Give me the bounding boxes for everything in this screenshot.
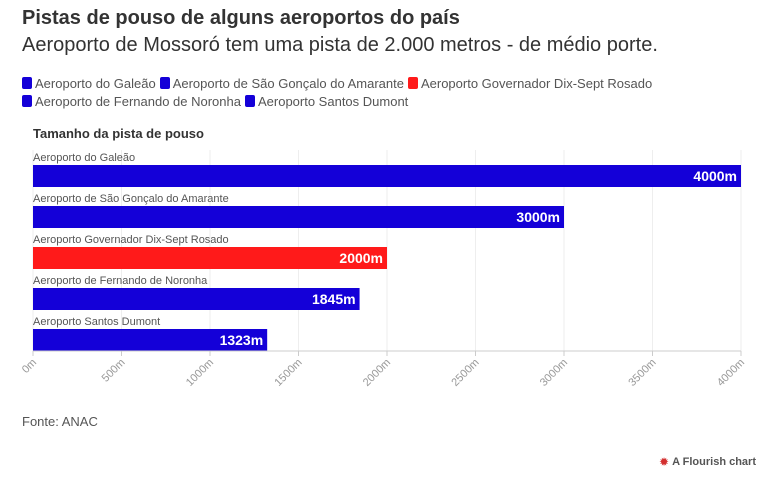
- chart-axis-title: Tamanho da pista de pouso: [33, 126, 204, 141]
- x-tick-label: 500m: [100, 357, 128, 385]
- bar: [33, 165, 741, 187]
- bar-category-label: Aeroporto do Galeão: [33, 152, 135, 164]
- flourish-credit[interactable]: ✹ A Flourish chart: [659, 455, 756, 469]
- bar: [33, 329, 268, 351]
- bar-value-label: 3000m: [516, 209, 560, 225]
- credit-label: A Flourish chart: [672, 456, 756, 468]
- bar-value-label: 4000m: [693, 168, 737, 184]
- bar-category-label: Aeroporto Governador Dix-Sept Rosado: [33, 234, 229, 246]
- legend-item-dix-sept-rosado[interactable]: Aeroporto Governador Dix-Sept Rosado: [407, 75, 653, 91]
- x-tick-label: 0m: [20, 357, 39, 376]
- bar-value-label: 1845m: [312, 291, 356, 307]
- x-tick-label: 3500m: [626, 357, 658, 389]
- legend-item-fernando-de-noronha[interactable]: Aeroporto de Fernando de Noronha: [22, 94, 241, 109]
- chart-subtitle: Aeroporto de Mossoró tem uma pista de 2.…: [22, 34, 658, 56]
- legend-swatch: [244, 95, 255, 107]
- legend-item-santos-dumont[interactable]: Aeroporto Santos Dumont: [244, 93, 409, 109]
- legend-label: Aeroporto Governador Dix-Sept Rosado: [420, 75, 653, 91]
- legend-swatch: [159, 77, 170, 89]
- bar: [33, 206, 564, 228]
- legend-swatch: [22, 95, 32, 107]
- source-note: Fonte: ANAC: [22, 414, 98, 429]
- legend-label: Aeroporto de São Gonçalo do Amarante: [172, 75, 404, 91]
- x-tick-label: 3000m: [538, 357, 570, 389]
- x-tick-label: 2500m: [449, 357, 481, 389]
- x-tick-label: 1000m: [184, 357, 216, 389]
- x-tick-label: 4000m: [715, 357, 747, 389]
- bar-value-label: 1323m: [220, 332, 264, 348]
- bar: [33, 288, 360, 310]
- bar-category-label: Aeroporto de São Gonçalo do Amarante: [33, 193, 229, 205]
- legend: Aeroporto do Galeão Aeroporto de São Gon…: [22, 74, 722, 110]
- x-tick-label: 2000m: [361, 357, 393, 389]
- flourish-logo-icon: ✹: [659, 455, 670, 469]
- bar-value-label: 2000m: [339, 250, 383, 266]
- legend-label: Aeroporto do Galeão: [35, 75, 156, 91]
- legend-row-1: Aeroporto do Galeão Aeroporto de São Gon…: [22, 74, 722, 92]
- bar-category-label: Aeroporto de Fernando de Noronha: [33, 275, 208, 287]
- x-tick-label: 1500m: [272, 357, 304, 389]
- legend-item-sao-goncalo[interactable]: Aeroporto de São Gonçalo do Amarante: [159, 75, 404, 91]
- bar-category-label: Aeroporto Santos Dumont: [33, 316, 160, 328]
- legend-swatch: [407, 77, 418, 89]
- legend-item-galeao[interactable]: Aeroporto do Galeão: [22, 76, 156, 91]
- legend-row-2: Aeroporto de Fernando de Noronha Aeropor…: [22, 92, 722, 110]
- bar: [33, 247, 387, 269]
- legend-label: Aeroporto de Fernando de Noronha: [35, 93, 241, 109]
- legend-swatch: [22, 77, 32, 89]
- chart-main-title: Pistas de pouso de alguns aeroportos do …: [22, 7, 460, 29]
- legend-label: Aeroporto Santos Dumont: [257, 93, 409, 109]
